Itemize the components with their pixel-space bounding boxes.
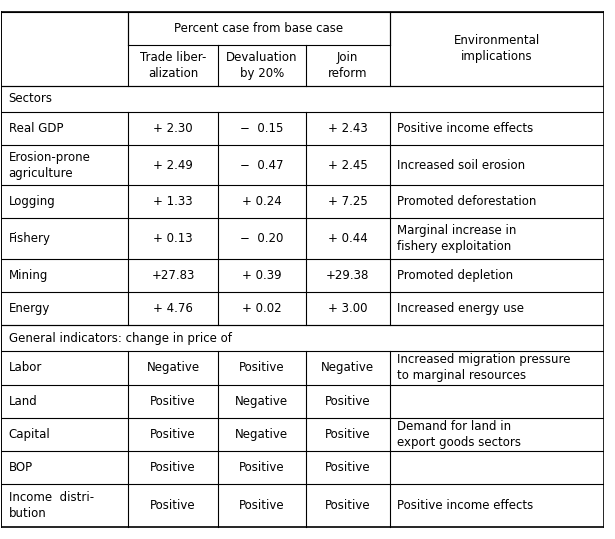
Text: Marginal increase in
fishery exploitation: Marginal increase in fishery exploitatio… (397, 224, 517, 253)
Text: Increased energy use: Increased energy use (397, 302, 524, 315)
Text: + 7.25: + 7.25 (328, 196, 368, 209)
Text: Increased soil erosion: Increased soil erosion (397, 158, 525, 171)
Text: Positive: Positive (150, 395, 196, 407)
Text: + 1.33: + 1.33 (153, 196, 193, 209)
Text: Promoted deforestation: Promoted deforestation (397, 196, 536, 209)
Text: Positive: Positive (325, 395, 370, 407)
Text: Energy: Energy (9, 302, 50, 315)
Text: + 3.00: + 3.00 (328, 302, 367, 315)
Text: BOP: BOP (9, 461, 33, 474)
Text: Percent case from base case: Percent case from base case (174, 22, 343, 35)
Text: Demand for land in
export goods sectors: Demand for land in export goods sectors (397, 420, 521, 449)
Text: Positive: Positive (150, 428, 196, 441)
Text: Capital: Capital (9, 428, 50, 441)
Text: Environmental
implications: Environmental implications (454, 34, 540, 64)
Text: Negative: Negative (236, 428, 288, 441)
Text: + 2.45: + 2.45 (328, 158, 368, 171)
Text: Land: Land (9, 395, 38, 407)
Text: Logging: Logging (9, 196, 55, 209)
Text: Promoted depletion: Promoted depletion (397, 269, 513, 282)
Text: Fishery: Fishery (9, 232, 50, 245)
Text: Positive: Positive (325, 428, 370, 441)
Text: Join
reform: Join reform (328, 51, 367, 80)
Text: Positive: Positive (150, 461, 196, 474)
Text: + 2.30: + 2.30 (153, 122, 193, 135)
Text: Mining: Mining (9, 269, 48, 282)
Text: Erosion-prone
agriculture: Erosion-prone agriculture (9, 150, 90, 179)
Text: + 0.24: + 0.24 (242, 196, 282, 209)
Text: Positive: Positive (239, 499, 285, 512)
Text: −  0.47: − 0.47 (240, 158, 284, 171)
Text: Labor: Labor (9, 362, 42, 375)
Text: −  0.20: − 0.20 (240, 232, 284, 245)
Text: + 2.49: + 2.49 (153, 158, 193, 171)
Text: + 0.13: + 0.13 (153, 232, 193, 245)
Text: + 0.02: + 0.02 (242, 302, 282, 315)
Text: −  0.15: − 0.15 (240, 122, 284, 135)
Text: Positive: Positive (239, 362, 285, 375)
Text: Sectors: Sectors (9, 92, 53, 105)
Text: Negative: Negative (321, 362, 374, 375)
Text: +29.38: +29.38 (326, 269, 370, 282)
Text: Positive income effects: Positive income effects (397, 499, 533, 512)
Text: + 2.43: + 2.43 (328, 122, 368, 135)
Text: Income  distri-
bution: Income distri- bution (9, 491, 93, 520)
Text: + 4.76: + 4.76 (153, 302, 193, 315)
Text: Trade liber-
alization: Trade liber- alization (140, 51, 206, 80)
Text: Negative: Negative (236, 395, 288, 407)
Text: Increased migration pressure
to marginal resources: Increased migration pressure to marginal… (397, 354, 571, 383)
Text: Positive: Positive (325, 461, 370, 474)
Text: + 0.39: + 0.39 (242, 269, 282, 282)
Text: + 0.44: + 0.44 (328, 232, 368, 245)
Text: Positive income effects: Positive income effects (397, 122, 533, 135)
Text: Positive: Positive (150, 499, 196, 512)
Text: General indicators: change in price of: General indicators: change in price of (9, 332, 231, 345)
Text: Devaluation
by 20%: Devaluation by 20% (226, 51, 298, 80)
Text: +27.83: +27.83 (151, 269, 195, 282)
Text: Positive: Positive (325, 499, 370, 512)
Text: Negative: Negative (146, 362, 200, 375)
Text: Positive: Positive (239, 461, 285, 474)
Text: Real GDP: Real GDP (9, 122, 63, 135)
